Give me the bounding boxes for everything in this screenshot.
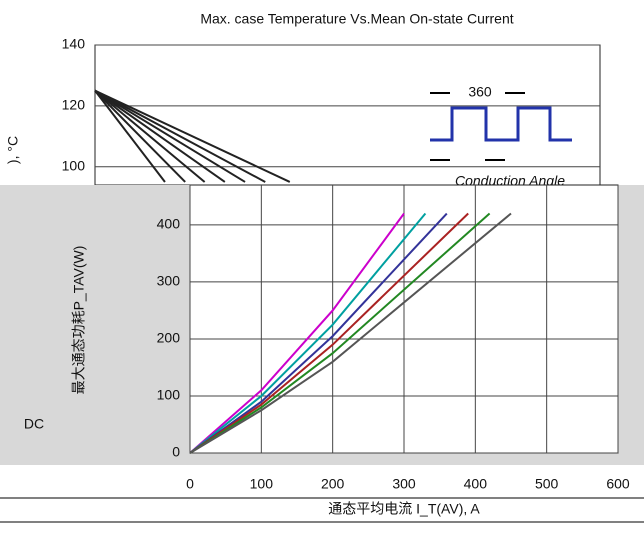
annotation: DC — [24, 416, 44, 432]
series-line — [189, 212, 427, 454]
waveform — [430, 106, 572, 142]
series-line — [94, 89, 186, 183]
x-tick-label: 500 — [535, 476, 559, 492]
series-line — [189, 212, 469, 454]
series-line — [189, 212, 448, 454]
y-tick-label: 0 — [172, 444, 180, 460]
series-line — [94, 89, 266, 183]
x-tick-label: 600 — [606, 476, 630, 492]
series-line — [94, 90, 166, 183]
series-line — [94, 89, 206, 183]
y-tick-label: 300 — [157, 273, 181, 289]
y-tick-label: 400 — [157, 216, 181, 232]
y-tick-label: 200 — [157, 330, 181, 346]
x-tick-label: 400 — [464, 476, 488, 492]
y-tick-label: 120 — [62, 97, 86, 113]
angle-arrows — [430, 92, 525, 161]
x-tick-label: 300 — [392, 476, 416, 492]
chart-title: Max. case Temperature Vs.Mean On-state C… — [200, 11, 513, 27]
upper-frame — [94, 44, 601, 186]
x-axis-label: 通态平均电流 I_T(AV), A — [328, 501, 480, 517]
annotation: 360 — [468, 84, 492, 100]
series-line — [189, 212, 491, 454]
series-line — [94, 89, 246, 183]
series-line — [94, 89, 226, 183]
y-tick-label: 140 — [62, 36, 86, 52]
y-axis-label: 最大通态功耗P_TAV(W) — [71, 246, 87, 395]
series-line — [94, 89, 291, 183]
x-tick-label: 0 — [186, 476, 194, 492]
series-line — [189, 212, 512, 454]
y-axis-label: ), °C — [5, 136, 21, 164]
y-tick-label: 100 — [62, 157, 86, 173]
x-tick-label: 100 — [250, 476, 274, 492]
y-tick-label: 100 — [157, 387, 181, 403]
series-line — [189, 212, 405, 454]
x-tick-label: 200 — [321, 476, 345, 492]
